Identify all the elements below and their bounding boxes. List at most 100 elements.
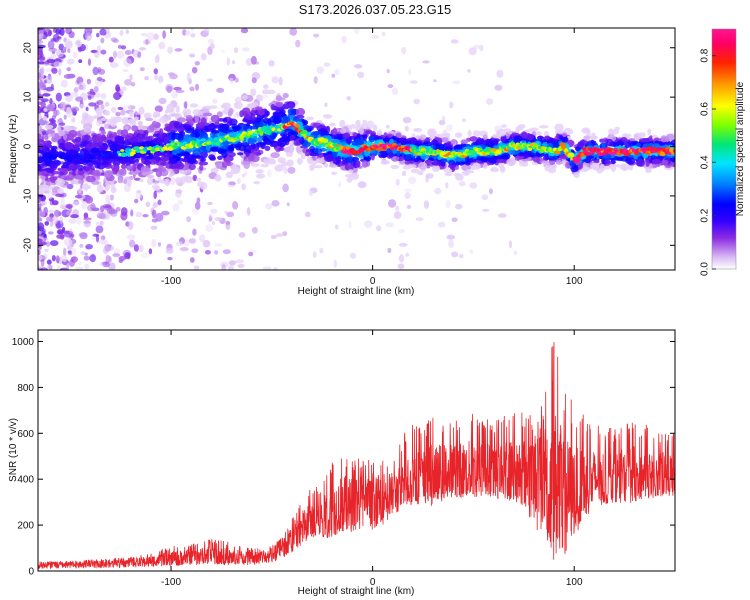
spectrogram-cell <box>189 103 199 108</box>
spectrogram-cell <box>460 139 469 145</box>
spectrogram-cell <box>122 104 132 111</box>
spectrogram-cell <box>448 159 456 167</box>
spectrogram-cell <box>610 129 620 135</box>
spectrogram-cell <box>263 158 273 164</box>
spectrogram-cell <box>476 138 485 145</box>
spectrogram-cell <box>135 191 142 200</box>
spectrogram-cell <box>296 157 303 165</box>
spectrogram-cell <box>206 78 214 82</box>
spectrogram-cell <box>402 116 412 124</box>
spectrogram-y-label: Frequency (Hz) <box>8 115 19 184</box>
spectrogram-cell <box>145 201 150 208</box>
spectrogram-cell <box>92 91 96 96</box>
spectrogram-ridge-cell <box>302 129 308 135</box>
spectrogram-cell <box>115 206 121 212</box>
spectrogram-cell <box>485 98 494 105</box>
spectrogram-cell <box>115 86 121 92</box>
spectrogram-cell <box>405 252 410 257</box>
spectrogram-cell <box>211 130 220 134</box>
spectrogram-cell <box>270 104 276 111</box>
spectrogram-cell <box>404 192 411 200</box>
spectrogram-cell <box>163 126 172 132</box>
spectrogram-cell <box>364 220 373 228</box>
spectrogram-cell <box>226 211 235 218</box>
spectrogram-ridge-cell <box>200 138 206 142</box>
spectrogram-cell <box>401 47 407 55</box>
spectrogram-cell <box>461 164 472 171</box>
spectrogram-cell <box>445 200 451 209</box>
spectrogram-cell <box>610 164 617 172</box>
spectrogram-cell <box>124 50 132 55</box>
spectrogram-cell <box>119 29 124 37</box>
spectrogram-cell <box>199 234 206 243</box>
spectrogram-cell <box>381 152 387 159</box>
spectrogram-cell <box>385 124 390 129</box>
spectrogram-cell <box>207 201 213 206</box>
spectrogram-cell <box>469 182 478 189</box>
spectrogram-cell <box>87 95 92 101</box>
spectrogram-cell <box>168 103 174 111</box>
spectrogram-cell <box>361 160 369 168</box>
spectrogram-cell <box>606 138 614 147</box>
spectrogram-cell <box>323 162 329 168</box>
spectrogram-cell <box>569 160 575 167</box>
spectrogram-cell <box>100 235 106 241</box>
spectrogram-cell <box>123 178 128 185</box>
spectrogram-cell <box>232 166 241 174</box>
spectrogram-cell <box>451 217 458 223</box>
spectrogram-cell <box>353 138 364 146</box>
spectrogram-cell <box>145 156 154 160</box>
spectrogram-cell <box>445 146 453 151</box>
spectrogram-cell <box>348 221 352 229</box>
spectrogram-cell <box>66 204 73 209</box>
spectrogram-cell <box>153 190 157 199</box>
spectrogram-cell <box>306 156 313 164</box>
spectrogram-cell <box>38 29 42 35</box>
spectrogram-cell <box>102 261 110 268</box>
spectrogram-cell <box>536 151 545 158</box>
spectrogram-cell <box>299 136 305 145</box>
spectrogram-cell <box>126 178 132 187</box>
spectrogram-cell <box>515 126 520 135</box>
spectrogram-cell <box>465 169 471 174</box>
spectrogram-cell <box>169 177 176 186</box>
spectrogram-cell <box>38 81 43 88</box>
spectrogram-cell <box>431 160 442 166</box>
spectrogram-cell <box>95 234 100 243</box>
snr-x-tick-label: 0 <box>370 577 376 588</box>
spectrogram-cell <box>57 129 65 137</box>
spectrogram-cell <box>184 101 188 110</box>
spectrogram-cell <box>85 106 89 112</box>
spectrogram-ridge-cell <box>389 147 395 151</box>
spectrogram-cell <box>66 132 75 141</box>
spectrogram-cell <box>38 105 43 114</box>
spectrogram-cell <box>614 164 623 168</box>
spectrogram-cell <box>55 109 60 116</box>
spectrogram-cell <box>353 64 363 69</box>
spectrogram-cell <box>387 133 393 138</box>
spectrogram-cell <box>130 119 136 127</box>
spectrogram-cell <box>139 178 144 183</box>
spectrogram-cell <box>445 182 449 189</box>
spectrogram-cell <box>167 72 175 76</box>
spectrogram-cell <box>137 134 144 142</box>
spectrogram-cell <box>423 200 430 209</box>
spectrogram-cell <box>91 147 100 153</box>
spectrogram-cell <box>167 46 174 54</box>
spectrogram-cell <box>416 155 421 161</box>
spectrogram-cell <box>221 264 226 270</box>
spectrogram-cell <box>431 164 440 172</box>
spectrogram-cell <box>482 134 488 140</box>
spectrogram-cell <box>171 149 179 155</box>
spectrogram-cell <box>58 168 69 173</box>
spectrogram-cell <box>64 38 73 48</box>
spectrogram-cell <box>140 252 150 259</box>
spectrogram-cell <box>575 146 581 152</box>
spectrogram-cell <box>44 221 50 226</box>
spectrogram-cell <box>153 185 161 191</box>
spectrogram-cell <box>211 220 216 226</box>
spectrogram-cell <box>267 169 272 178</box>
spectrogram-cell <box>64 141 74 150</box>
